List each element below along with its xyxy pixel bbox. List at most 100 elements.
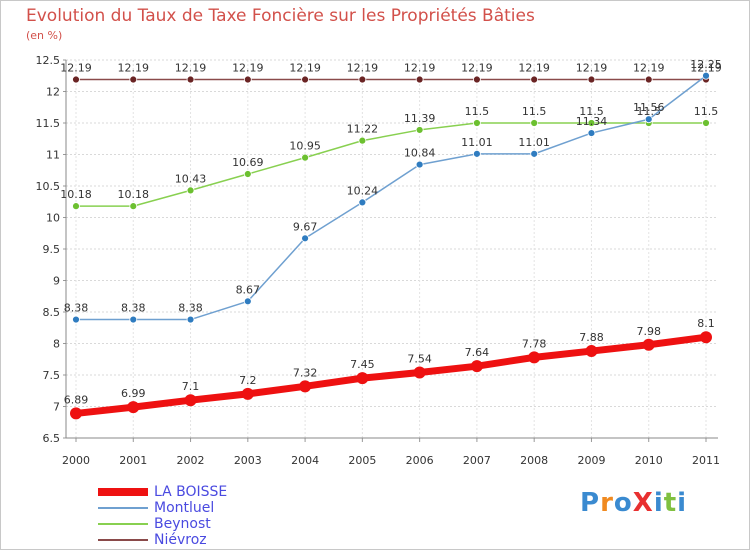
data-label: 12.19 [461, 62, 493, 75]
data-point [358, 198, 367, 207]
data-label: 7.45 [350, 358, 375, 371]
data-label: 12.19 [289, 62, 321, 75]
data-label: 12.25 [690, 58, 722, 71]
data-point [642, 338, 655, 351]
data-point [585, 345, 598, 358]
chart-title: Evolution du Taux de Taxe Foncière sur l… [26, 6, 535, 26]
data-label: 10.18 [60, 188, 92, 201]
data-label: 12.19 [518, 62, 550, 75]
data-point [127, 401, 140, 414]
data-point [644, 115, 653, 124]
legend-label: Niévroz [154, 532, 207, 548]
data-point [413, 366, 426, 379]
data-point [184, 394, 197, 407]
data-label: 12.19 [633, 62, 665, 75]
data-point [356, 372, 369, 385]
data-label: 6.89 [64, 393, 89, 406]
x-tick-label: 2009 [577, 454, 605, 467]
data-point [415, 126, 424, 134]
data-point [129, 75, 138, 84]
data-point [301, 153, 309, 162]
data-point [473, 119, 481, 127]
y-tick-label: 7 [53, 401, 60, 414]
legend-item: Montluel [98, 500, 227, 516]
legend: LA BOISSE Montluel Beynost Niévroz [98, 484, 227, 548]
legend-label: Beynost [154, 516, 211, 532]
data-label: 10.18 [118, 188, 150, 201]
data-point [702, 71, 710, 80]
data-label: 10.69 [232, 156, 264, 169]
y-tick-label: 6.5 [43, 432, 61, 445]
proxiti-logo: ProXiti [580, 488, 688, 518]
data-point [186, 75, 195, 84]
data-point [587, 75, 596, 84]
data-point [470, 360, 483, 373]
y-tick-label: 12.5 [36, 54, 61, 67]
data-point [358, 136, 367, 145]
x-tick-label: 2007 [463, 454, 491, 467]
legend-label: LA BOISSE [154, 484, 228, 500]
data-label: 7.1 [182, 380, 200, 393]
series-line-la-boisse [75, 333, 707, 417]
data-label: 12.19 [60, 62, 92, 75]
data-point [358, 75, 367, 84]
data-label: 7.2 [239, 374, 257, 387]
data-label: 12.19 [576, 62, 608, 75]
x-tick-label: 2005 [348, 454, 376, 467]
data-label: 10.84 [404, 147, 436, 160]
y-tick-label: 10.5 [36, 180, 61, 193]
data-point [72, 75, 80, 84]
data-point [129, 315, 138, 324]
data-label: 10.95 [289, 140, 321, 153]
data-label: 12.19 [690, 62, 722, 75]
data-label: 8.38 [178, 302, 203, 315]
y-tick-label: 9 [53, 275, 60, 288]
data-point [186, 186, 195, 195]
data-label: 11.5 [579, 105, 604, 118]
data-label: 9.67 [293, 220, 318, 233]
data-label: 7.64 [465, 346, 490, 359]
data-label: 11.5 [465, 105, 490, 118]
y-tick-label: 11.5 [36, 117, 61, 130]
data-label: 8.67 [236, 283, 261, 296]
legend-swatch [98, 539, 148, 541]
legend-swatch [98, 523, 148, 525]
legend-item: Niévroz [98, 532, 227, 548]
data-point [241, 387, 254, 400]
data-label: 12.19 [232, 62, 264, 75]
data-label: 11.5 [694, 105, 719, 118]
data-point [186, 315, 195, 324]
data-label: 12.19 [347, 62, 379, 75]
data-label: 12.19 [175, 62, 207, 75]
x-tick-label: 2002 [177, 454, 205, 467]
data-point [473, 149, 481, 158]
data-point [299, 380, 312, 393]
legend-swatch [98, 507, 148, 509]
data-point [301, 75, 309, 84]
x-tick-label: 2000 [62, 454, 90, 467]
data-point [530, 75, 539, 84]
legend-item: LA BOISSE [98, 484, 227, 500]
y-tick-label: 8.5 [43, 306, 61, 319]
data-point [301, 234, 309, 243]
x-tick-label: 2001 [119, 454, 147, 467]
data-label: 11.01 [461, 136, 493, 149]
data-label: 10.43 [175, 172, 207, 185]
data-label: 11.22 [347, 123, 379, 136]
x-tick-label: 2004 [291, 454, 319, 467]
data-label: 7.98 [636, 325, 661, 338]
data-point [72, 315, 80, 324]
legend-item: Beynost [98, 516, 227, 532]
data-label: 11.56 [633, 101, 665, 114]
data-label: 7.88 [579, 331, 604, 344]
y-tick-label: 9.5 [43, 243, 61, 256]
data-label: 11.39 [404, 112, 436, 125]
data-label: 12.19 [118, 62, 150, 75]
x-tick-label: 2008 [520, 454, 548, 467]
data-label: 10.24 [347, 184, 379, 197]
data-label: 8.38 [64, 302, 89, 315]
data-point [243, 170, 252, 178]
data-point [587, 129, 596, 137]
y-tick-label: 7.5 [43, 369, 61, 382]
